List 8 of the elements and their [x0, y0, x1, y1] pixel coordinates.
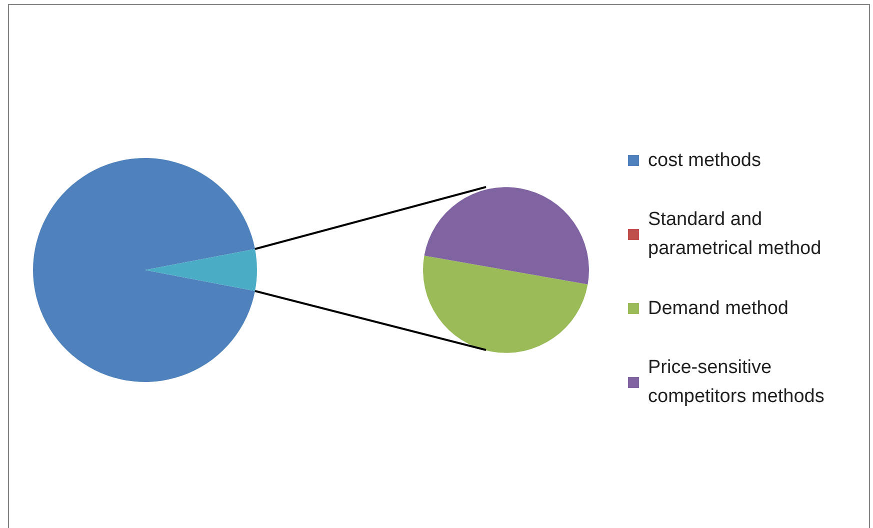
legend-label: cost methods: [648, 148, 762, 172]
pie-slice: [145, 249, 257, 291]
legend-label: Standard and parametrical method: [648, 208, 822, 261]
legend-label: Demand method: [648, 296, 790, 320]
pie-slice: [424, 187, 589, 284]
pie-slice: [423, 256, 588, 353]
legend-label: Price-sensitive competitors methods: [648, 356, 826, 409]
pie-slice: [33, 158, 256, 382]
